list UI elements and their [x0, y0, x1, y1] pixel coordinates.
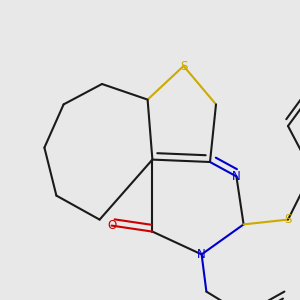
Text: N: N [197, 248, 206, 261]
Text: O: O [107, 219, 116, 232]
Text: N: N [232, 170, 241, 183]
Text: S: S [284, 213, 292, 226]
Text: S: S [180, 59, 187, 73]
